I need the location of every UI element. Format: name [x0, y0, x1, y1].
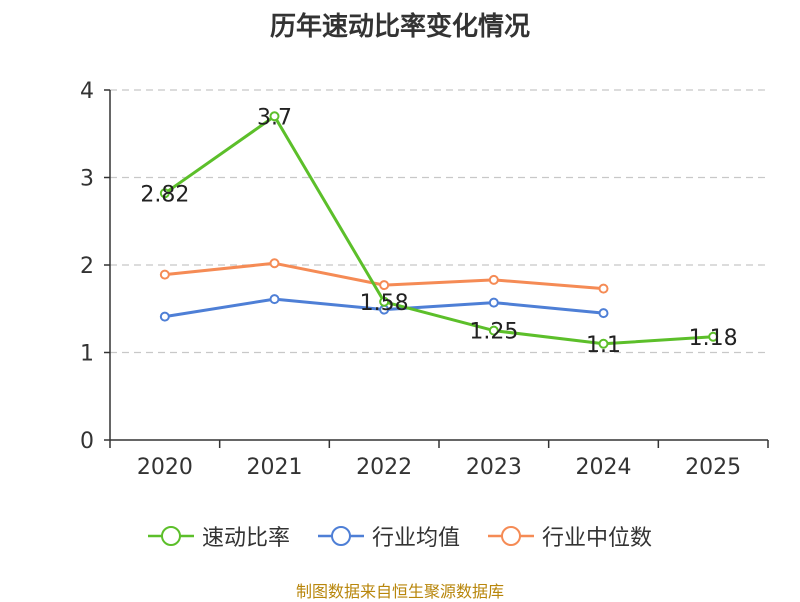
data-point-speed-ratio-2024: [598, 338, 609, 349]
legend-item-speed-ratio[interactable]: 速动比率: [147, 520, 290, 552]
data-point-industry-mean-2021: [269, 294, 280, 305]
y-tick-label-0: 0: [80, 429, 94, 454]
data-point-industry-median-2024: [598, 283, 609, 294]
data-label-speed-ratio-2025: 1.18: [689, 326, 738, 351]
data-label-speed-ratio-2021: 3.7: [257, 105, 292, 130]
chart-title: 历年速动比率变化情况: [269, 12, 530, 42]
y-tick-label-2: 2: [80, 254, 94, 279]
y-tick-label-4: 4: [80, 79, 94, 104]
data-label-speed-ratio-2022: 1.58: [360, 291, 409, 316]
legend-item-industry-median[interactable]: 行业中位数: [488, 520, 652, 552]
legend-label-industry-mean: 行业均值: [371, 526, 460, 551]
data-point-industry-median-2023: [488, 274, 499, 285]
data-label-speed-ratio-2023: 1.25: [469, 320, 518, 345]
legend-swatch-industry-median: [488, 526, 534, 546]
data-point-industry-mean-2023: [488, 297, 499, 308]
legend-label-industry-median: 行业中位数: [542, 526, 653, 551]
legend-item-industry-mean[interactable]: 行业均值: [317, 520, 460, 552]
data-point-industry-median-2021: [269, 258, 280, 269]
legend: 速动比率 行业均值 行业中位数: [0, 520, 800, 552]
x-tick-label-2025: 2025: [685, 455, 741, 480]
data-point-speed-ratio-2022: [379, 296, 390, 307]
y-tick-label-1: 1: [80, 342, 94, 367]
legend-swatch-industry-mean: [317, 526, 364, 546]
series-line-speed-ratio: [163, 114, 714, 346]
data-point-speed-ratio-2020: [159, 188, 170, 199]
x-tick-label-2022: 2022: [356, 455, 412, 480]
data-point-industry-mean-2020: [159, 311, 170, 322]
data-point-speed-ratio-2023: [488, 325, 499, 336]
x-tick-label-2023: 2023: [466, 455, 522, 480]
y-tick-label-3: 3: [80, 167, 94, 192]
x-tick-label-2024: 2024: [576, 455, 632, 480]
legend-swatch-speed-ratio: [147, 526, 194, 546]
data-label-speed-ratio-2024: 1.1: [586, 333, 621, 358]
data-point-speed-ratio-2021: [269, 111, 280, 122]
footer-source: 制图数据来自恒生聚源数据库: [295, 582, 504, 601]
data-point-speed-ratio-2025: [708, 331, 719, 342]
x-tick-label-2020: 2020: [137, 455, 193, 480]
data-point-industry-mean-2024: [598, 308, 609, 319]
data-label-speed-ratio-2020: 2.82: [140, 182, 189, 207]
x-tick-label-2021: 2021: [247, 455, 303, 480]
data-point-industry-median-2020: [159, 269, 170, 280]
legend-label-speed-ratio: 速动比率: [201, 526, 290, 551]
data-point-industry-median-2022: [379, 280, 390, 291]
